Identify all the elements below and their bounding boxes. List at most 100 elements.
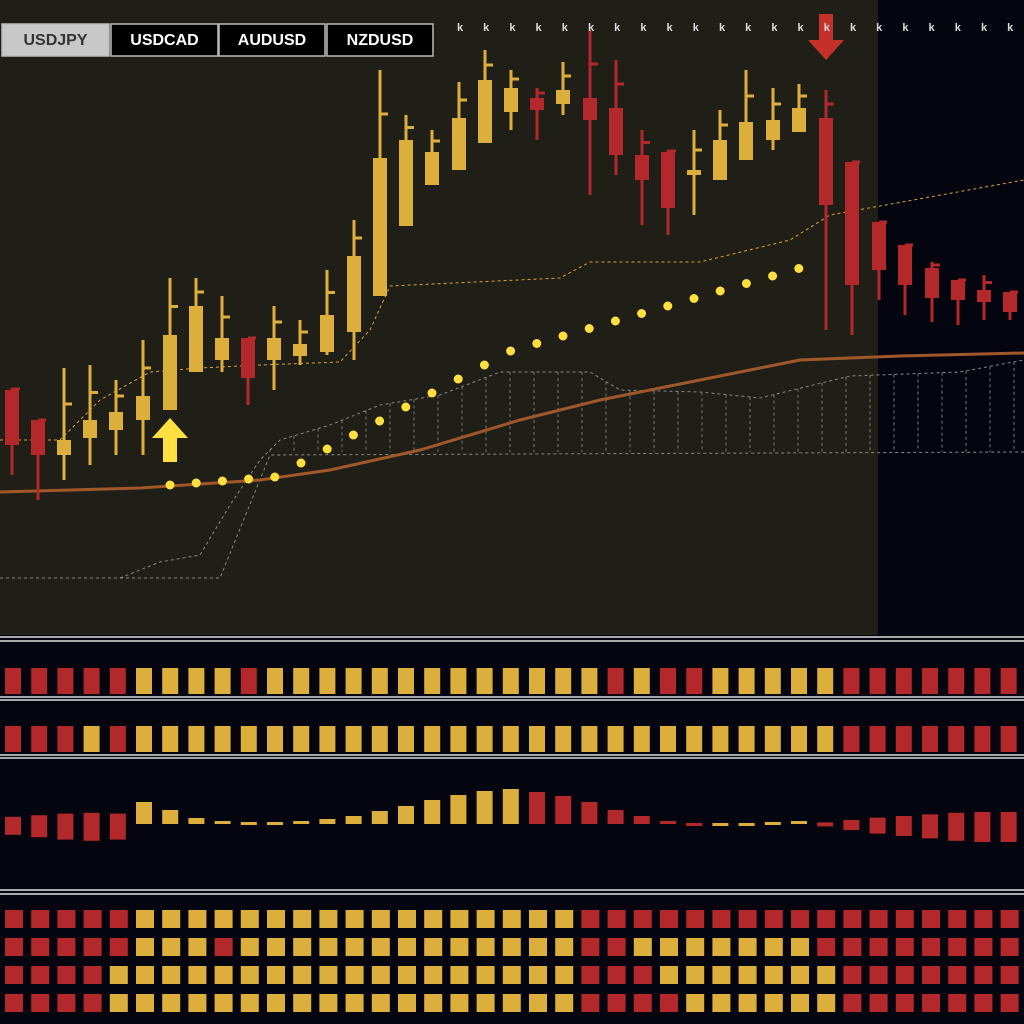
marker-k: k: [955, 22, 962, 34]
candle-body: [977, 290, 991, 302]
grid-cell: [345, 910, 364, 928]
histogram-bar: [869, 817, 886, 834]
grid-cell: [5, 994, 23, 1012]
grid-cell: [188, 938, 207, 956]
grid-cell: [1000, 910, 1019, 928]
grid-cell: [529, 994, 547, 1012]
candle-body: [320, 315, 334, 352]
grid-cell: [581, 910, 600, 928]
strength-cell: [136, 726, 152, 752]
histogram-bar: [476, 791, 493, 824]
grid-cell: [214, 910, 233, 928]
histogram-bar: [136, 802, 152, 824]
candle-body: [530, 98, 544, 110]
histogram-bar: [922, 814, 938, 839]
candle-body: [872, 222, 886, 270]
tab-button[interactable]: [1, 23, 110, 57]
cloud-upper: [0, 359, 1024, 579]
grid-cell: [267, 994, 285, 1012]
strength-cell: [424, 668, 441, 694]
grid-cell: [83, 910, 102, 928]
histogram-bar: [5, 816, 21, 835]
grid-cell: [895, 966, 914, 984]
chart-future-area: [878, 0, 1024, 635]
histogram-bar: [529, 792, 545, 824]
grid-cell: [555, 966, 574, 984]
marker-k: k: [902, 22, 909, 34]
tab-label[interactable]: AUDUSD: [238, 32, 306, 49]
grid-cell: [240, 910, 259, 928]
histogram-bar: [607, 810, 624, 824]
candle-body: [267, 338, 281, 360]
marker-k: k: [588, 22, 595, 34]
signal-dot: [506, 346, 516, 356]
strength-cell: [424, 726, 441, 752]
grid-cell: [162, 966, 181, 984]
strength-cell: [345, 726, 362, 752]
strength-cell: [502, 668, 519, 694]
tab-label[interactable]: USDCAD: [130, 32, 198, 49]
candle-body: [661, 152, 675, 208]
grid-cell: [398, 966, 416, 984]
grid-cell: [555, 910, 574, 928]
strength-cell: [502, 726, 519, 752]
tab-button[interactable]: [110, 23, 219, 57]
strength-cell: [1000, 726, 1017, 752]
strength-cell: [57, 726, 74, 752]
tab-label[interactable]: USDJPY: [23, 32, 87, 49]
strength-cell: [476, 668, 493, 694]
envelope-line: [0, 179, 1024, 441]
candle-body: [898, 245, 912, 285]
candle-body: [951, 280, 965, 300]
histogram-bar: [319, 819, 336, 824]
strength-cell: [581, 726, 598, 752]
strength-cell: [686, 668, 703, 694]
grid-cell: [791, 938, 809, 956]
grid-cell: [764, 938, 783, 956]
grid-cell: [398, 910, 416, 928]
strength-cell: [267, 726, 283, 752]
signal-dot: [217, 476, 227, 486]
histogram-bar: [555, 796, 572, 824]
tab-label[interactable]: NZDUSD: [347, 32, 414, 49]
strength-cell: [450, 726, 467, 752]
candle-body: [31, 420, 45, 455]
strength-cell: [31, 668, 48, 694]
grid-cell: [922, 994, 940, 1012]
grid-cell: [371, 910, 390, 928]
strength-cell: [188, 726, 205, 752]
candle-body: [347, 256, 361, 332]
tab-button[interactable]: [218, 23, 326, 57]
grid-cell: [974, 994, 993, 1012]
signal-dot: [244, 474, 254, 484]
strength-cell: [738, 668, 755, 694]
strength-cell: [162, 668, 179, 694]
strength-cell: [476, 726, 493, 752]
grid-cell: [712, 994, 731, 1012]
grid-cell: [660, 938, 678, 956]
strength-cell: [83, 726, 100, 752]
candle-body: [293, 344, 307, 356]
grid-cell: [712, 910, 731, 928]
candle-body: [1003, 292, 1017, 312]
candle-body: [845, 162, 859, 285]
grid-cell: [686, 938, 705, 956]
candle-body: [504, 88, 518, 112]
grid-cell: [843, 966, 862, 984]
grid-cell: [555, 938, 574, 956]
panel-separators: [0, 636, 1024, 895]
grid-cell: [162, 910, 181, 928]
strength-cell: [791, 668, 807, 694]
histogram-bar: [764, 822, 781, 825]
strength-cell: [686, 726, 703, 752]
histogram-bar: [895, 816, 912, 836]
grid-cell: [660, 966, 678, 984]
grid-cell: [502, 938, 521, 956]
grid-cell: [136, 910, 154, 928]
marker-k: k: [457, 22, 464, 34]
tab-button[interactable]: [326, 23, 434, 57]
strength-cell: [633, 668, 650, 694]
strength-cell: [109, 668, 126, 694]
strength-cell: [398, 668, 414, 694]
